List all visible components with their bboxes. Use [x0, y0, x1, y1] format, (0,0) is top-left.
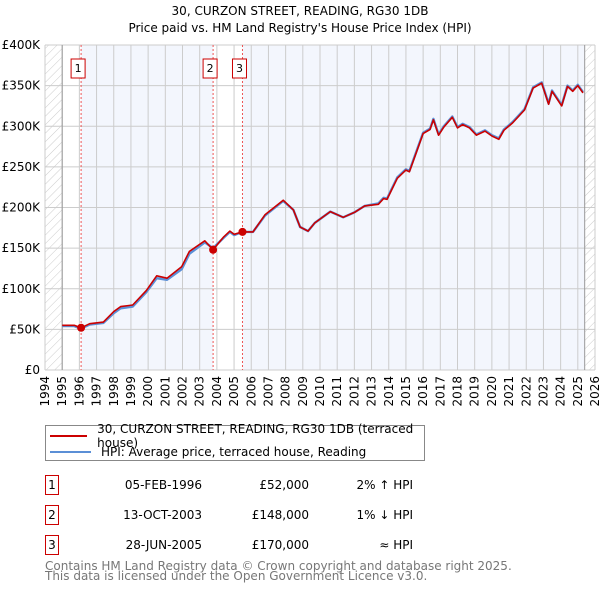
x-tick-label: 2016 — [416, 376, 430, 407]
transaction-number: 2 — [45, 505, 59, 525]
chart-title: 30, CURZON STREET, READING, RG30 1DB — [172, 4, 429, 18]
legend-label: 30, CURZON STREET, READING, RG30 1DB (te… — [97, 422, 414, 450]
property-price-line — [62, 82, 584, 329]
x-tick-label: 2002 — [176, 376, 190, 407]
x-tick-label: 2020 — [485, 376, 499, 407]
sale-point — [238, 227, 247, 236]
x-tick-label: 2010 — [313, 376, 327, 407]
x-tick-label: 2018 — [451, 376, 465, 407]
x-tick-label: 2021 — [502, 376, 516, 407]
transaction-hpi: ≈ HPI — [379, 538, 413, 552]
x-tick-label: 1994 — [38, 376, 52, 407]
x-tick-label: 2000 — [141, 376, 155, 407]
y-tick-label: £100K — [2, 282, 42, 296]
sale-label: 2 — [207, 62, 214, 75]
blue-line-swatch — [50, 451, 91, 453]
y-tick-label: £0 — [25, 363, 40, 377]
sale-point — [77, 323, 86, 332]
x-tick-label: 2017 — [433, 376, 447, 407]
x-tick-label: 2014 — [382, 376, 396, 407]
x-tick-label: 1997 — [90, 376, 104, 407]
transaction-date: 05-FEB-1996 — [124, 478, 202, 492]
footer-copyright: Contains HM Land Registry data © Crown c… — [45, 559, 512, 573]
x-tick-label: 2001 — [158, 376, 172, 407]
y-tick-label: £250K — [2, 160, 42, 174]
x-tick-label: 2007 — [261, 376, 275, 407]
x-tick-label: 2015 — [399, 376, 413, 407]
price-chart: 30, CURZON STREET, READING, RG30 1DB Pri… — [2, 4, 600, 407]
sale-label-box — [202, 58, 218, 79]
x-tick-label: 2003 — [193, 376, 207, 407]
y-tick-label: £300K — [2, 119, 42, 133]
x-tick-label: 2012 — [347, 376, 361, 407]
x-tick-label: 1999 — [124, 376, 138, 407]
x-tick-label: 2023 — [536, 376, 550, 407]
transaction-date: 13-OCT-2003 — [123, 508, 202, 522]
transaction-date: 28-JUN-2005 — [125, 538, 202, 552]
transaction-row: 1 05-FEB-1996 £52,000 2% ↑ HPI — [45, 475, 425, 495]
x-tick-label: 2025 — [571, 376, 585, 407]
x-tick-label: 1998 — [107, 376, 121, 407]
x-tick-label: 2008 — [279, 376, 293, 407]
x-tick-label: 2022 — [519, 376, 533, 407]
y-tick-label: £400K — [2, 38, 42, 52]
sale-label: 1 — [75, 62, 82, 75]
legend-label: HPI: Average price, terraced house, Read… — [101, 445, 367, 459]
transaction-number: 1 — [45, 475, 59, 495]
x-tick-label: 1995 — [55, 376, 69, 407]
x-tick-label: 2004 — [210, 376, 224, 407]
red-line-swatch — [50, 435, 88, 437]
transaction-price: £52,000 — [259, 478, 309, 492]
transaction-price: £170,000 — [251, 538, 309, 552]
y-tick-label: £50K — [9, 322, 41, 336]
x-tick-label: 2011 — [330, 376, 344, 407]
transaction-hpi: 1% ↓ HPI — [356, 508, 413, 522]
x-tick-label: 2013 — [365, 376, 379, 407]
x-tick-label: 1996 — [72, 376, 86, 407]
chart-subtitle: Price paid vs. HM Land Registry's House … — [128, 21, 471, 35]
legend: 30, CURZON STREET, READING, RG30 1DB (te… — [45, 422, 425, 461]
legend-item-hpi: HPI: Average price, terraced house, Read… — [50, 444, 366, 460]
x-tick-label: 2006 — [244, 376, 258, 407]
legend-item-property: 30, CURZON STREET, READING, RG30 1DB (te… — [50, 422, 424, 450]
x-tick-label: 2019 — [468, 376, 482, 407]
transaction-number: 3 — [45, 535, 59, 555]
sale-label-box — [231, 58, 247, 79]
transaction-row: 3 28-JUN-2005 £170,000 ≈ HPI — [45, 535, 425, 555]
y-tick-label: £350K — [2, 79, 42, 93]
x-tick-label: 2005 — [227, 376, 241, 407]
transaction-price: £148,000 — [251, 508, 309, 522]
x-tick-label: 2009 — [296, 376, 310, 407]
x-tick-label: 2026 — [588, 376, 600, 407]
y-tick-label: £150K — [2, 241, 42, 255]
sale-label-box — [70, 58, 86, 79]
footer-licence: This data is licensed under the Open Gov… — [45, 569, 428, 583]
y-tick-label: £200K — [2, 201, 42, 215]
sale-label: 3 — [236, 62, 243, 75]
transaction-row: 2 13-OCT-2003 £148,000 1% ↓ HPI — [45, 505, 425, 525]
transaction-hpi: 2% ↑ HPI — [356, 478, 413, 492]
x-tick-label: 2024 — [554, 376, 568, 407]
sale-point — [209, 245, 218, 254]
